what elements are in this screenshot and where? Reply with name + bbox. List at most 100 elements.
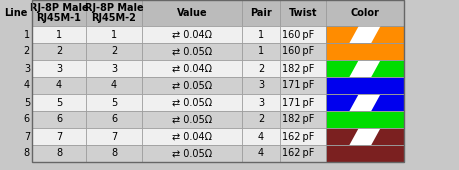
Text: 1: 1 [56, 30, 62, 39]
Text: 2: 2 [56, 47, 62, 56]
Bar [325, 111, 403, 128]
Text: Twist: Twist [288, 8, 317, 18]
Text: 8: 8 [111, 149, 117, 158]
Text: 4: 4 [24, 81, 30, 90]
Text: 182 pF: 182 pF [281, 64, 313, 73]
Bar [142, 128, 241, 145]
Text: 171 pF: 171 pF [281, 81, 313, 90]
Text: ⇄ 0.05Ω: ⇄ 0.05Ω [172, 98, 212, 107]
Bar [142, 145, 241, 162]
Text: 160 pF: 160 pF [281, 30, 313, 39]
Bar [86, 128, 142, 145]
Text: 162 pF: 162 pF [281, 132, 313, 141]
Bar [32, 60, 86, 77]
Text: ⇄ 0.04Ω: ⇄ 0.04Ω [172, 132, 212, 141]
Text: 6: 6 [111, 115, 117, 124]
Bar [241, 0, 280, 26]
Text: 8: 8 [24, 149, 30, 158]
Text: 6: 6 [24, 115, 30, 124]
Text: 4: 4 [111, 81, 117, 90]
Bar [325, 77, 403, 94]
Text: 160 pF: 160 pF [281, 47, 313, 56]
Bar [32, 26, 86, 43]
Text: ⇄ 0.05Ω: ⇄ 0.05Ω [172, 115, 212, 124]
Text: ⇄ 0.04Ω: ⇄ 0.04Ω [172, 64, 212, 73]
Bar [142, 111, 241, 128]
Text: 162 pF: 162 pF [281, 149, 313, 158]
Text: RJ45M-2: RJ45M-2 [91, 13, 136, 23]
Text: Value: Value [176, 8, 207, 18]
Bar [325, 128, 403, 145]
Polygon shape [349, 128, 380, 145]
Bar [280, 26, 325, 43]
Bar [325, 128, 403, 145]
Bar [32, 94, 86, 111]
Bar [32, 111, 86, 128]
Text: ⇄ 0.05Ω: ⇄ 0.05Ω [172, 81, 212, 90]
Bar [325, 94, 403, 111]
Text: 1: 1 [24, 30, 30, 39]
Text: 4: 4 [56, 81, 62, 90]
Text: Pair: Pair [250, 8, 271, 18]
Text: 1: 1 [111, 30, 117, 39]
Bar [280, 60, 325, 77]
Bar [241, 60, 280, 77]
Bar [280, 128, 325, 145]
Text: 7: 7 [24, 132, 30, 141]
Bar [325, 26, 403, 43]
Bar [241, 77, 280, 94]
Bar [325, 77, 403, 94]
Text: 2: 2 [257, 115, 263, 124]
Bar [32, 0, 86, 26]
Bar [32, 128, 86, 145]
Bar [32, 145, 86, 162]
Bar [86, 60, 142, 77]
Bar [142, 77, 241, 94]
Bar [280, 145, 325, 162]
Bar [325, 60, 403, 77]
Text: 1: 1 [257, 30, 263, 39]
Bar [32, 43, 86, 60]
Text: 7: 7 [56, 132, 62, 141]
Text: 4: 4 [257, 149, 263, 158]
Bar [325, 145, 403, 162]
Text: 1: 1 [257, 47, 263, 56]
Text: ⇄ 0.05Ω: ⇄ 0.05Ω [172, 149, 212, 158]
Text: 3: 3 [257, 98, 263, 107]
Text: ⇄ 0.04Ω: ⇄ 0.04Ω [172, 30, 212, 39]
Text: RJ-8P Male: RJ-8P Male [30, 3, 88, 13]
Bar [86, 26, 142, 43]
Text: 7: 7 [111, 132, 117, 141]
Polygon shape [349, 60, 380, 77]
Text: 171 pF: 171 pF [281, 98, 313, 107]
Text: 6: 6 [56, 115, 62, 124]
Bar [86, 94, 142, 111]
Bar [325, 128, 403, 145]
Bar [280, 111, 325, 128]
Text: 4: 4 [257, 132, 263, 141]
Bar [86, 0, 142, 26]
Bar [325, 94, 403, 111]
Polygon shape [349, 94, 380, 111]
Bar [86, 77, 142, 94]
Text: 5: 5 [56, 98, 62, 107]
Bar [142, 43, 241, 60]
Bar [325, 111, 403, 128]
Text: RJ45M-1: RJ45M-1 [36, 13, 81, 23]
Bar [325, 60, 403, 77]
Bar [142, 94, 241, 111]
Bar [86, 43, 142, 60]
Text: 5: 5 [111, 98, 117, 107]
Bar [241, 128, 280, 145]
Text: 3: 3 [257, 81, 263, 90]
Bar [325, 94, 403, 111]
Bar [142, 26, 241, 43]
Bar [142, 60, 241, 77]
Bar [280, 77, 325, 94]
Bar [241, 111, 280, 128]
Bar [325, 43, 403, 60]
Bar [325, 26, 403, 43]
Bar [325, 0, 403, 26]
Text: RJ-8P Male: RJ-8P Male [84, 3, 143, 13]
Bar [86, 111, 142, 128]
